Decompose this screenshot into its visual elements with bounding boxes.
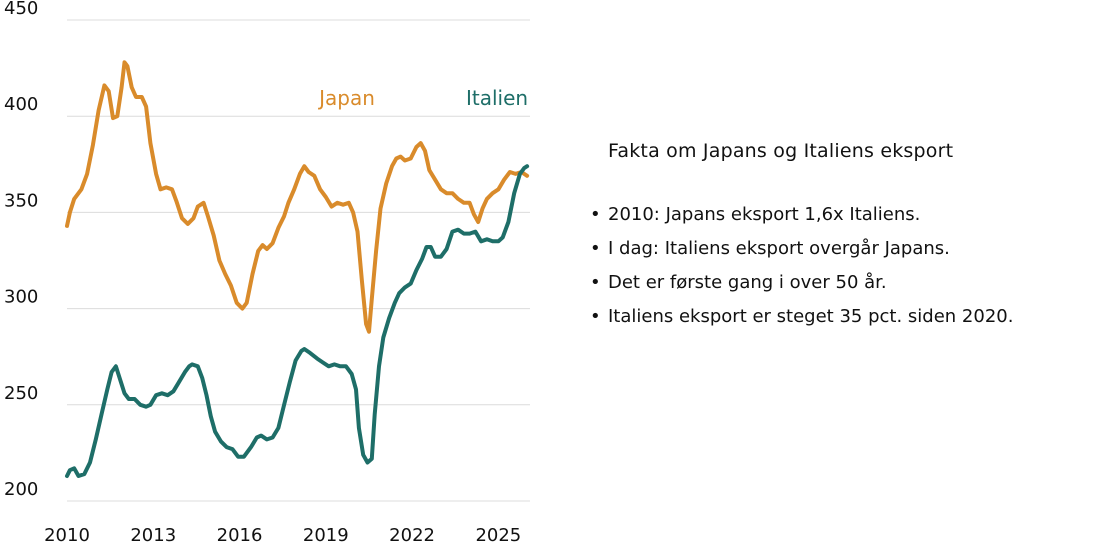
x-tick-label: 2016: [217, 525, 263, 546]
series-line-japan: [65, 60, 530, 334]
x-tick-label: 2010: [44, 525, 90, 546]
y-tick-label: 350: [4, 190, 38, 211]
facts-title: Fakta om Japans og Italiens eksport: [608, 140, 954, 162]
series-line-italien: [65, 164, 530, 478]
facts-item: Italiens eksport er steget 35 pct. siden…: [590, 300, 1110, 334]
series-label-italien: Italien: [466, 86, 528, 110]
series-labels: Japan Italien: [317, 86, 528, 110]
series-lines: [65, 60, 530, 478]
gridlines: [67, 19, 530, 502]
y-tick-label: 450: [4, 0, 38, 19]
x-tick-label: 2025: [475, 525, 521, 546]
x-tick-label: 2013: [130, 525, 176, 546]
facts-item: 2010: Japans eksport 1,6x Italiens.: [590, 198, 1110, 232]
facts-item: I dag: Italiens eksport overgår Japans.: [590, 232, 1110, 266]
y-tick-label: 300: [4, 287, 38, 308]
y-tick-label: 400: [4, 94, 38, 115]
facts-item: Det er første gang i over 50 år.: [590, 266, 1110, 300]
x-tick-label: 2019: [303, 525, 349, 546]
x-axis-ticks: 2010 2013 2016 2019 2022 2025: [44, 525, 521, 546]
facts-list: 2010: Japans eksport 1,6x Italiens. I da…: [590, 198, 1110, 334]
y-axis-ticks: 200 250 300 350 400 450: [4, 0, 38, 500]
y-tick-label: 200: [4, 479, 38, 500]
series-label-japan: Japan: [317, 86, 375, 110]
x-tick-label: 2022: [389, 525, 435, 546]
facts-panel: Fakta om Japans og Italiens eksport 2010…: [590, 140, 1110, 334]
y-tick-label: 250: [4, 383, 38, 404]
